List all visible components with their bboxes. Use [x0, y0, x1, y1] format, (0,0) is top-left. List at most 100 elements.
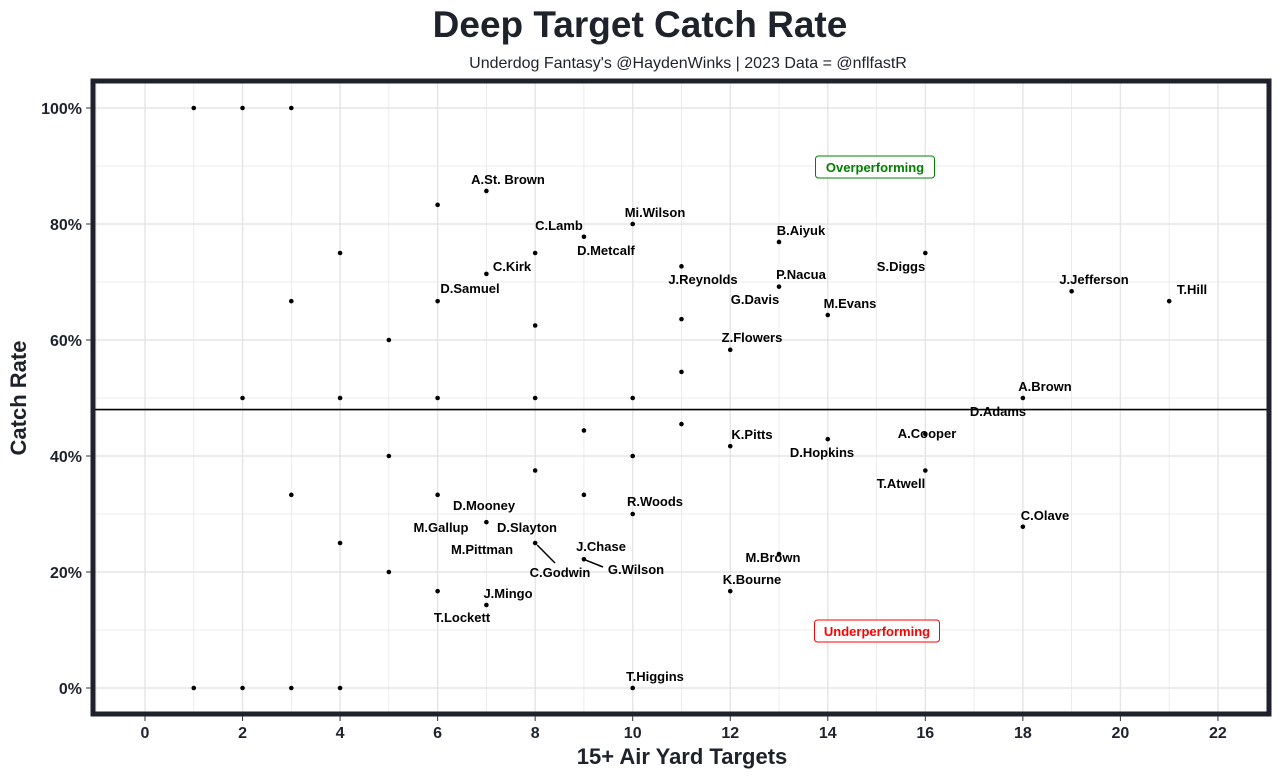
data-point [337, 685, 343, 691]
data-point [581, 234, 587, 240]
data-point [679, 264, 684, 269]
data-point [581, 556, 587, 562]
data-point [581, 492, 587, 498]
data-point [289, 685, 294, 691]
label-connector [536, 544, 556, 564]
chart-subtitle: Underdog Fantasy's @HaydenWinks | 2023 D… [469, 55, 907, 72]
point-label: M.Pittman [451, 542, 513, 557]
data-point [289, 105, 294, 111]
point-label: C.Kirk [493, 259, 532, 274]
y-axis-label: Catch Rate [6, 341, 31, 456]
y-tick-label: 80% [50, 217, 82, 234]
point-label: T.Atwell [877, 476, 925, 491]
point-label: M.Gallup [414, 520, 469, 535]
data-point [776, 284, 782, 289]
underperforming-label: Underperforming [824, 624, 930, 639]
data-point [484, 271, 489, 277]
data-point [289, 492, 294, 498]
data-point [191, 685, 197, 691]
point-label: G.Wilson [608, 562, 664, 577]
point-label: Z.Flowers [722, 330, 783, 345]
data-point [337, 395, 343, 401]
data-point [1166, 298, 1172, 304]
point-label: T.Higgins [626, 669, 684, 684]
data-point [240, 105, 245, 111]
point-label: C.Lamb [535, 218, 583, 233]
data-point [484, 188, 489, 194]
point-label: R.Woods [627, 494, 683, 509]
annotations: Overperforming Underperforming [814, 155, 940, 643]
data-point [630, 511, 635, 517]
x-tick-label: 16 [916, 725, 934, 742]
data-point [825, 312, 831, 318]
y-tick-label: 20% [50, 565, 82, 582]
x-tick-label: 14 [819, 725, 837, 742]
x-tick-label: 8 [531, 725, 540, 742]
data-point [532, 540, 538, 546]
data-point [679, 316, 684, 322]
point-label: D.Adams [970, 404, 1026, 419]
data-point [337, 540, 343, 546]
data-point [679, 421, 684, 427]
data-point [776, 239, 782, 245]
point-label: M.Brown [746, 550, 801, 565]
label-connector [585, 559, 604, 568]
y-axis-ticks: 0% 20% 40% 60% 80% 100% [41, 101, 91, 698]
data-point [630, 221, 635, 227]
point-label: J.Reynolds [668, 272, 737, 287]
data-point [386, 453, 392, 459]
data-point [923, 250, 928, 256]
data-point [630, 395, 635, 401]
y-tick-label: 100% [41, 101, 82, 118]
annotation-box [814, 619, 940, 643]
data-point [776, 551, 782, 557]
point-label: A.Brown [1018, 379, 1072, 394]
x-tick-label: 2 [238, 725, 247, 742]
data-point [532, 395, 538, 401]
data-point [630, 453, 635, 459]
point-label: Mi.Wilson [625, 205, 686, 220]
x-tick-label: 22 [1209, 725, 1227, 742]
point-label: D.Slayton [497, 520, 557, 535]
point-labels: A.St. Brown Mi.Wilson C.Lamb D.Metcalf C.Kir… [414, 172, 1208, 684]
data-point [337, 250, 343, 256]
points [191, 105, 1172, 691]
data-point [581, 428, 587, 433]
data-point [532, 468, 538, 473]
point-label: J.Mingo [483, 586, 532, 601]
data-point [825, 436, 831, 442]
data-point [435, 395, 440, 401]
data-point [630, 685, 635, 691]
chart-title: Deep Target Catch Rate [433, 4, 848, 45]
x-tick-label: 12 [721, 725, 739, 742]
y-tick-label: 60% [50, 333, 82, 350]
data-point [484, 602, 489, 608]
point-label: A.St. Brown [471, 172, 545, 187]
point-label: T.Hill [1177, 282, 1207, 297]
x-axis-label: 15+ Air Yard Targets [577, 744, 788, 769]
data-point [191, 105, 197, 111]
x-tick-label: 20 [1112, 725, 1130, 742]
data-point [923, 468, 928, 473]
plot-frame [90, 78, 1272, 717]
point-label: C.Olave [1021, 508, 1069, 523]
x-tick-label: 6 [433, 725, 442, 742]
data-point [386, 337, 392, 343]
data-point [435, 588, 440, 594]
point-label: T.Lockett [434, 610, 491, 625]
point-label: J.Chase [576, 539, 626, 554]
point-label: A.Cooper [898, 426, 957, 441]
point-label: B.Aiyuk [777, 223, 826, 238]
data-point [435, 298, 440, 304]
data-point [240, 685, 245, 691]
point-label: K.Bourne [723, 572, 782, 587]
annotation-box [815, 155, 935, 179]
point-label: S.Diggs [877, 259, 925, 274]
point-label: D.Samuel [440, 281, 499, 296]
point-label: D.Metcalf [577, 243, 635, 258]
data-point [240, 395, 245, 401]
data-point [1069, 288, 1074, 294]
point-label: M.Evans [824, 296, 877, 311]
data-point [727, 347, 733, 353]
